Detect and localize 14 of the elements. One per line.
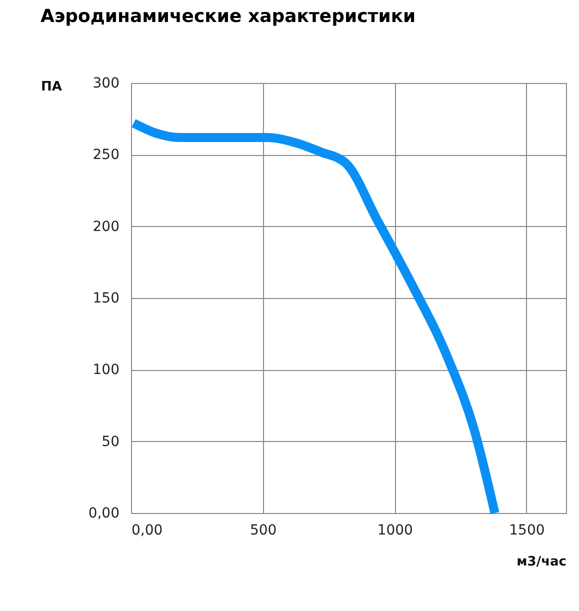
y-tick-label: 0,00: [88, 506, 120, 522]
y-tick-label: 150: [92, 290, 120, 306]
y-tick-label: 200: [92, 218, 120, 235]
x-tick-label: 1000: [377, 522, 413, 538]
y-tick-label: 300: [92, 76, 120, 92]
y-axis-title: ПА: [41, 80, 62, 94]
x-axis-title: м3/час: [516, 554, 566, 570]
x-tick-label: 1500: [509, 522, 545, 538]
chart-title: Аэродинамические характеристики: [40, 6, 416, 27]
x-tick-label: 500: [250, 522, 277, 538]
y-tick-label: 100: [92, 362, 120, 378]
x-tick-label: 0,00: [132, 522, 163, 538]
y-tick-label: 50: [102, 434, 120, 450]
y-tick-label: 250: [92, 147, 120, 164]
